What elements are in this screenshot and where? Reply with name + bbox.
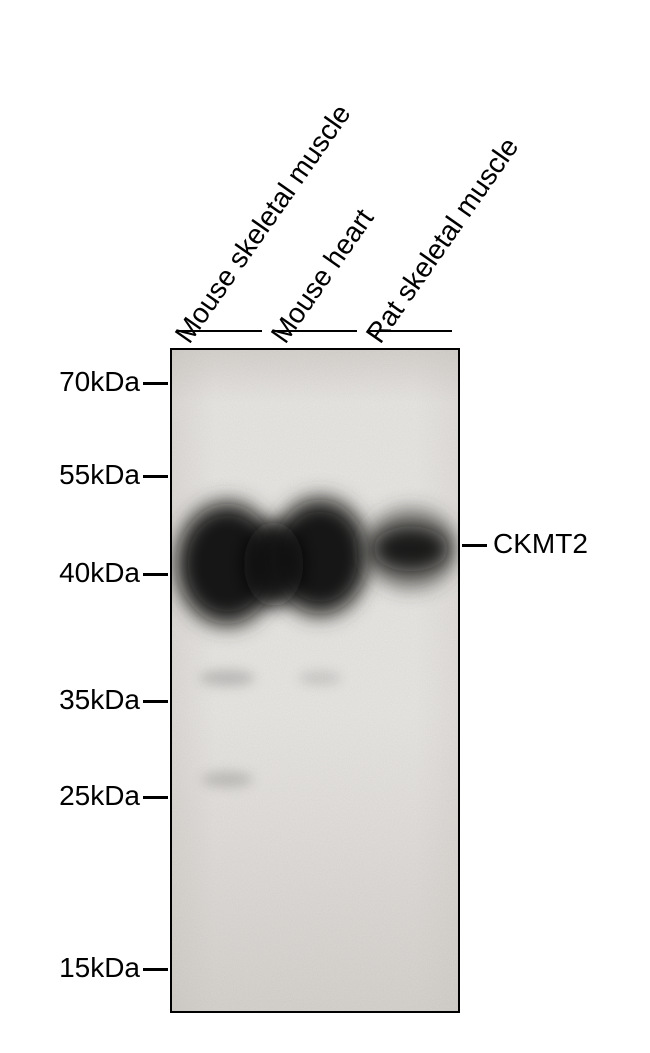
mw-marker-tick: [143, 796, 168, 799]
target-band-label: CKMT2: [493, 528, 588, 560]
blot-image: [172, 350, 458, 1011]
blot-membrane: [170, 348, 460, 1013]
mw-marker-label: 25kDa: [59, 780, 140, 812]
mw-marker-label: 40kDa: [59, 557, 140, 589]
mw-marker-tick: [143, 475, 168, 478]
mw-marker-label: 15kDa: [59, 952, 140, 984]
western-blot-figure: Mouse skeletal muscle Mouse heart Rat sk…: [0, 0, 650, 1053]
mw-marker-tick: [143, 700, 168, 703]
mw-marker-label: 55kDa: [59, 459, 140, 491]
mw-marker-label: 35kDa: [59, 684, 140, 716]
mw-marker-tick: [143, 382, 168, 385]
mw-marker-tick: [143, 968, 168, 971]
mw-marker-tick: [143, 573, 168, 576]
band-pointer-tick: [462, 544, 487, 547]
lane-label: Mouse skeletal muscle: [169, 99, 358, 349]
lane-label: Rat skeletal muscle: [360, 132, 525, 349]
mw-marker-label: 70kDa: [59, 366, 140, 398]
